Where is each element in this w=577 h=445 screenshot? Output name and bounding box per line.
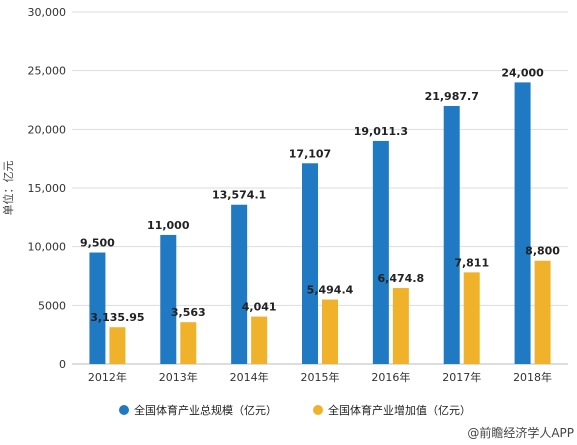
data-label: 5,494.4 [307, 284, 354, 297]
legend-label: 全国体育产业增加值（亿元） [328, 403, 471, 417]
bar-value-added [322, 299, 338, 364]
y-axis-label: 单位：亿元 [1, 161, 15, 216]
x-tick-label: 2012年 [88, 370, 127, 384]
bar-total-scale [372, 140, 389, 364]
bar-value-added [463, 272, 480, 364]
x-tick-label: 2018年 [513, 370, 552, 384]
data-label: 21,987.7 [425, 90, 479, 103]
legend: 全国体育产业总规模（亿元） 全国体育产业增加值（亿元） [119, 403, 471, 417]
data-label: 3,135.95 [90, 311, 144, 324]
y-axis-ticks: 0 5000 10,000 15,000 20,000 25,000 30,000 [28, 6, 67, 371]
bar-value-added [180, 322, 197, 364]
y-tick-label: 10,000 [28, 241, 67, 254]
x-tick-label: 2017年 [442, 370, 481, 384]
data-label: 24,000 [501, 66, 544, 79]
data-label: 3,563 [171, 306, 206, 319]
data-label: 13,574.1 [212, 189, 266, 202]
x-tick-label: 2014年 [230, 370, 269, 384]
data-label: 6,474.8 [378, 272, 425, 285]
bar-total-scale [160, 234, 177, 364]
data-label: 19,011.3 [354, 125, 408, 138]
y-tick-label: 15,000 [28, 182, 67, 195]
legend-marker [119, 405, 129, 415]
legend-marker [313, 405, 323, 415]
data-label: 7,811 [454, 256, 489, 269]
y-tick-label: 30,000 [28, 6, 67, 19]
bar-total-scale [443, 106, 460, 364]
bar-value-added [109, 327, 126, 364]
x-tick-label: 2016年 [371, 370, 410, 384]
bar-value-added [534, 260, 551, 364]
bar-total-scale [231, 204, 248, 364]
x-tick-label: 2013年 [159, 370, 198, 384]
data-label: 11,000 [147, 219, 190, 232]
bar-total-scale [89, 252, 106, 364]
data-label: 17,107 [289, 147, 331, 160]
bar-total-scale [302, 163, 318, 364]
bar-value-added [392, 288, 409, 364]
data-label: 4,041 [242, 301, 277, 314]
data-label: 8,800 [525, 245, 560, 258]
data-labels: 9,500 3,135.95 11,000 3,563 13,574.1 4,041 17,… [80, 66, 560, 324]
x-tick-label: 2015年 [301, 370, 340, 384]
y-tick-label: 20,000 [28, 123, 67, 136]
y-tick-label: 5000 [38, 299, 66, 312]
y-tick-label: 25,000 [28, 65, 67, 78]
bar-total-scale [514, 82, 531, 365]
footer-watermark: @前瞻经济学人APP [467, 425, 574, 440]
data-label: 9,500 [80, 237, 115, 250]
x-axis-ticks: 2012年 2013年 2014年 2015年 2016年 2017年 2018年 [88, 370, 552, 384]
bar-value-added [251, 316, 268, 364]
bars [89, 82, 551, 365]
gridlines [72, 11, 568, 365]
y-tick-label: 0 [59, 358, 66, 371]
legend-label: 全国体育产业总规模（亿元） [134, 403, 277, 417]
